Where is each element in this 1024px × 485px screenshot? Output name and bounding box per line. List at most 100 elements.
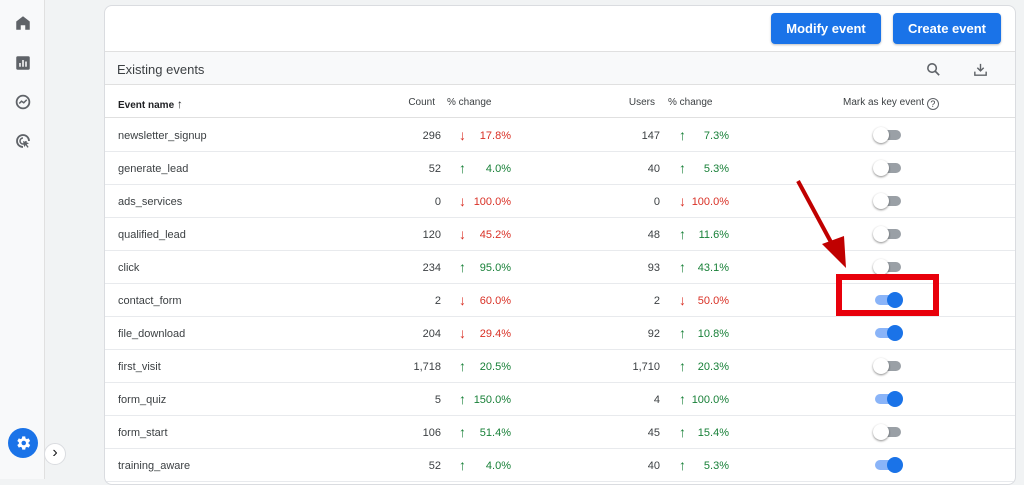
column-headers: Event name ↑ Count % change Users % chan… [105, 86, 1015, 118]
help-icon[interactable]: ? [926, 98, 939, 110]
arrow-down-icon: ↓ [459, 226, 466, 242]
count-cell: 0 [434, 196, 441, 208]
users-change-cell: 5.3% [703, 163, 729, 175]
users-cell: 2 [653, 295, 660, 307]
users-cell: 147 [641, 130, 660, 142]
users-cell: 1,710 [632, 361, 660, 373]
key-event-toggle[interactable] [873, 259, 903, 275]
event-name-cell[interactable]: generate_lead [118, 163, 189, 175]
annotation-highlight-box [836, 274, 939, 316]
table-row[interactable]: form_quiz 5 ↑ 150.0% 4 ↑ 100.0% [105, 383, 1015, 416]
arrow-up-icon: ↑ [679, 424, 686, 440]
event-name-cell[interactable]: ads_services [118, 196, 183, 208]
table-row[interactable]: file_download 204 ↓ 29.4% 92 ↑ 10.8% [105, 317, 1015, 350]
users-cell: 45 [647, 427, 660, 439]
users-header[interactable]: Users [628, 97, 655, 108]
key-event-toggle[interactable] [873, 226, 903, 242]
download-icon[interactable] [970, 59, 990, 79]
toggle-knob [873, 358, 889, 374]
table-row[interactable]: training_aware 52 ↑ 4.0% 40 ↑ 5.3% [105, 449, 1015, 482]
users-change-cell: 43.1% [697, 262, 729, 274]
key-event-toggle[interactable] [873, 127, 903, 143]
table-row[interactable]: contact_form 2 ↓ 60.0% 2 ↓ 50.0% [105, 284, 1015, 317]
users-cell: 40 [647, 460, 660, 472]
table-row[interactable]: qualified_lead 120 ↓ 45.2% 48 ↑ 11.6% [105, 218, 1015, 251]
modify-event-button[interactable]: Modify event [771, 13, 881, 44]
count-change-cell: 17.8% [479, 130, 511, 142]
count-cell: 52 [428, 163, 441, 175]
users-change-cell: 7.3% [703, 130, 729, 142]
arrow-up-icon: ↑ [679, 226, 686, 242]
event-name-cell[interactable]: contact_form [118, 295, 182, 307]
section-title: Existing events [117, 62, 205, 77]
key-event-toggle[interactable] [873, 358, 903, 374]
key-event-toggle[interactable] [873, 193, 903, 209]
count-change-cell: 95.0% [479, 262, 511, 274]
event-name-cell[interactable]: form_quiz [118, 394, 167, 406]
reports-icon[interactable] [12, 52, 34, 74]
key-event-header: Mark as key event ? [843, 97, 939, 110]
key-event-toggle[interactable] [873, 325, 903, 341]
left-nav-rail [0, 0, 45, 479]
sort-arrow-icon: ↑ [176, 97, 183, 111]
count-cell: 5 [434, 394, 441, 406]
event-name-cell[interactable]: qualified_lead [118, 229, 186, 241]
event-name-cell[interactable]: form_start [118, 427, 168, 439]
key-event-toggle[interactable] [873, 424, 903, 440]
arrow-up-icon: ↑ [679, 127, 686, 143]
arrow-up-icon: ↑ [459, 424, 466, 440]
table-row[interactable]: newsletter_signup 296 ↓ 17.8% 147 ↑ 7.3% [105, 119, 1015, 152]
count-change-cell: 45.2% [479, 229, 511, 241]
key-event-toggle[interactable] [873, 457, 903, 473]
users-change-header[interactable]: % change [668, 97, 713, 108]
event-name-header[interactable]: Event name ↑ [118, 97, 183, 111]
toggle-knob [887, 391, 903, 407]
table-row[interactable]: generate_lead 52 ↑ 4.0% 40 ↑ 5.3% [105, 152, 1015, 185]
event-name-cell[interactable]: newsletter_signup [118, 130, 207, 142]
arrow-up-icon: ↑ [679, 259, 686, 275]
toggle-knob [873, 259, 889, 275]
users-cell: 4 [653, 394, 660, 406]
users-cell: 0 [653, 196, 660, 208]
event-name-cell[interactable]: training_aware [118, 460, 191, 472]
event-name-cell[interactable]: click [118, 262, 140, 274]
count-header[interactable]: Count [408, 97, 435, 108]
count-change-header[interactable]: % change [447, 97, 492, 108]
key-event-header-label: Mark as key event [843, 97, 925, 108]
table-row[interactable]: click 234 ↑ 95.0% 93 ↑ 43.1% [105, 251, 1015, 284]
key-event-toggle[interactable] [873, 292, 903, 308]
count-cell: 120 [422, 229, 441, 241]
event-name-cell[interactable]: first_visit [118, 361, 161, 373]
key-event-toggle[interactable] [873, 160, 903, 176]
users-change-cell: 15.4% [697, 427, 729, 439]
users-change-cell: 10.8% [697, 328, 729, 340]
advertising-icon[interactable] [12, 130, 34, 152]
users-change-cell: 50.0% [697, 295, 729, 307]
table-row[interactable]: ads_services 0 ↓ 100.0% 0 ↓ 100.0% [105, 185, 1015, 218]
table-row[interactable]: first_visit 1,718 ↑ 20.5% 1,710 ↑ 20.3% [105, 350, 1015, 383]
count-cell: 52 [428, 460, 441, 472]
key-event-toggle[interactable] [873, 391, 903, 407]
toggle-knob [873, 160, 889, 176]
arrow-up-icon: ↑ [459, 391, 466, 407]
arrow-up-icon: ↑ [459, 160, 466, 176]
arrow-down-icon: ↓ [459, 292, 466, 308]
event-name-cell[interactable]: file_download [118, 328, 186, 340]
users-cell: 92 [647, 328, 660, 340]
table-row[interactable]: form_start 106 ↑ 51.4% 45 ↑ 15.4% [105, 416, 1015, 449]
arrow-up-icon: ↑ [679, 358, 686, 374]
create-event-button[interactable]: Create event [893, 13, 1001, 44]
search-icon[interactable] [923, 59, 943, 79]
chevron-right-icon[interactable]: › [44, 443, 66, 465]
count-cell: 296 [422, 130, 441, 142]
arrow-up-icon: ↑ [459, 457, 466, 473]
gear-icon[interactable] [8, 428, 38, 458]
users-cell: 93 [647, 262, 660, 274]
count-change-cell: 20.5% [479, 361, 511, 373]
explore-icon[interactable] [12, 91, 34, 113]
existing-events-header: Existing events [105, 51, 1015, 85]
home-icon[interactable] [12, 12, 34, 34]
toggle-knob [873, 127, 889, 143]
count-change-cell: 4.0% [485, 460, 511, 472]
toggle-knob [887, 292, 903, 308]
